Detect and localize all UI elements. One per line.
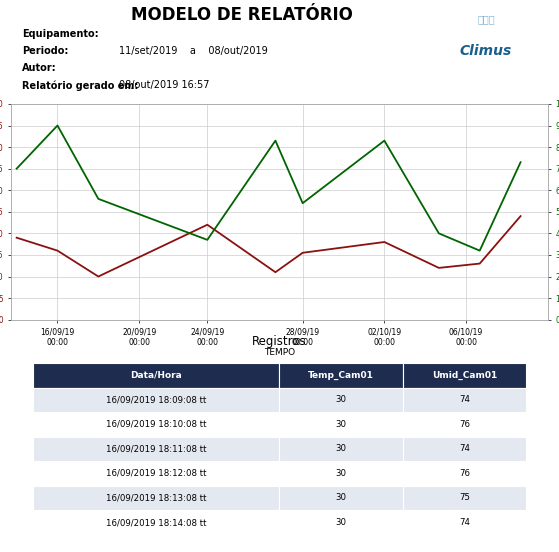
Text: 76: 76	[459, 469, 470, 478]
Text: 08/out/2019 16:57: 08/out/2019 16:57	[119, 80, 209, 90]
Text: Registros: Registros	[252, 336, 307, 348]
FancyBboxPatch shape	[32, 510, 280, 535]
Text: 30: 30	[336, 420, 347, 429]
FancyBboxPatch shape	[403, 388, 527, 412]
FancyBboxPatch shape	[32, 363, 280, 388]
Text: 74: 74	[459, 395, 470, 405]
FancyBboxPatch shape	[403, 510, 527, 535]
Text: Climus: Climus	[460, 44, 512, 57]
Text: Umid_Cam01: Umid_Cam01	[432, 371, 498, 380]
Text: 〜〜〜: 〜〜〜	[477, 14, 495, 24]
FancyBboxPatch shape	[32, 388, 280, 412]
Text: 16/09/2019 18:14:08 tt: 16/09/2019 18:14:08 tt	[106, 518, 206, 527]
Text: Equipamento:: Equipamento:	[22, 29, 98, 39]
FancyBboxPatch shape	[280, 412, 403, 437]
FancyBboxPatch shape	[403, 437, 527, 461]
Text: 16/09/2019 18:12:08 tt: 16/09/2019 18:12:08 tt	[106, 469, 206, 478]
FancyBboxPatch shape	[280, 363, 403, 388]
Text: 30: 30	[336, 469, 347, 478]
Text: 16/09/2019 18:10:08 tt: 16/09/2019 18:10:08 tt	[106, 420, 206, 429]
FancyBboxPatch shape	[32, 461, 280, 486]
Text: Relatório gerado em:: Relatório gerado em:	[22, 80, 138, 91]
FancyBboxPatch shape	[32, 412, 280, 437]
Text: 16/09/2019 18:09:08 tt: 16/09/2019 18:09:08 tt	[106, 395, 206, 405]
Text: 74: 74	[459, 444, 470, 454]
FancyBboxPatch shape	[280, 486, 403, 510]
FancyBboxPatch shape	[403, 461, 527, 486]
Text: 16/09/2019 18:11:08 tt: 16/09/2019 18:11:08 tt	[106, 444, 206, 454]
Text: 30: 30	[336, 518, 347, 527]
FancyBboxPatch shape	[32, 437, 280, 461]
Text: Temp_Cam01: Temp_Cam01	[308, 371, 374, 380]
FancyBboxPatch shape	[403, 363, 527, 388]
FancyBboxPatch shape	[280, 437, 403, 461]
Text: 74: 74	[459, 518, 470, 527]
FancyBboxPatch shape	[280, 388, 403, 412]
X-axis label: TEMPO: TEMPO	[264, 348, 295, 357]
FancyBboxPatch shape	[32, 486, 280, 510]
Text: 75: 75	[459, 493, 470, 502]
Text: Autor:: Autor:	[22, 63, 56, 73]
Text: 30: 30	[336, 444, 347, 454]
Text: 30: 30	[336, 493, 347, 502]
FancyBboxPatch shape	[280, 510, 403, 535]
Text: Data/Hora: Data/Hora	[130, 371, 182, 380]
FancyBboxPatch shape	[280, 461, 403, 486]
Text: 11/set/2019    a    08/out/2019: 11/set/2019 a 08/out/2019	[119, 46, 267, 56]
Text: Periodo:: Periodo:	[22, 46, 68, 56]
Text: 76: 76	[459, 420, 470, 429]
Text: 16/09/2019 18:13:08 tt: 16/09/2019 18:13:08 tt	[106, 493, 206, 502]
FancyBboxPatch shape	[403, 486, 527, 510]
FancyBboxPatch shape	[403, 412, 527, 437]
Text: MODELO DE RELATÓRIO: MODELO DE RELATÓRIO	[131, 6, 353, 24]
Text: 30: 30	[336, 395, 347, 405]
